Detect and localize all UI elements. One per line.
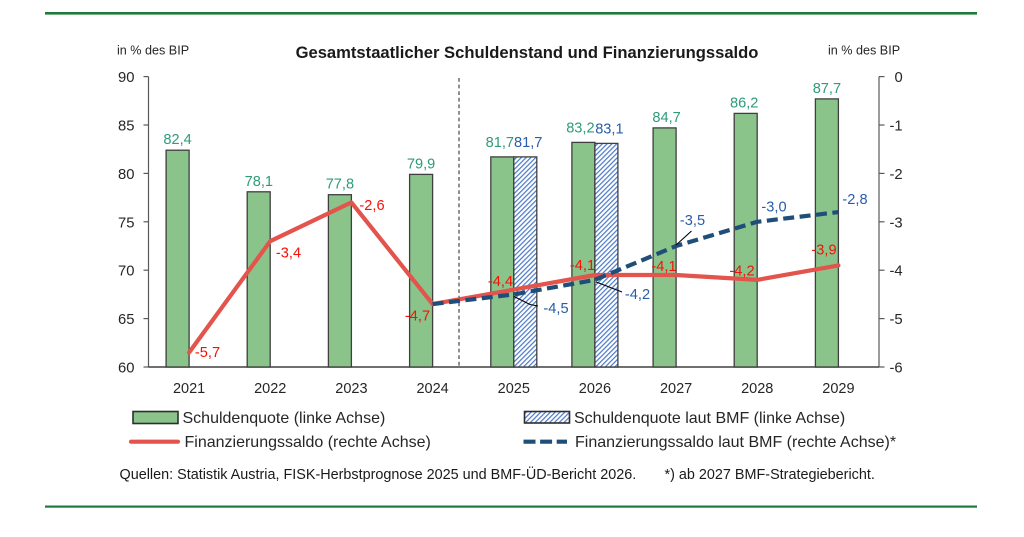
svg-text:-4,1: -4,1	[651, 259, 676, 275]
svg-text:Finanzierungssaldo laut BMF (r: Finanzierungssaldo laut BMF (rechte Achs…	[575, 434, 896, 451]
svg-text:82,4: 82,4	[163, 132, 191, 148]
svg-text:65: 65	[118, 312, 134, 328]
svg-text:2025: 2025	[498, 381, 530, 397]
svg-text:70: 70	[118, 264, 134, 280]
svg-text:-2,6: -2,6	[359, 198, 384, 214]
svg-text:60: 60	[118, 361, 134, 377]
svg-text:-4: -4	[890, 264, 903, 280]
svg-text:in % des BIP: in % des BIP	[117, 44, 189, 58]
svg-text:-6: -6	[890, 361, 903, 377]
svg-text:-3,9: -3,9	[811, 243, 836, 259]
svg-text:87,7: 87,7	[813, 81, 841, 97]
svg-text:-3: -3	[890, 215, 903, 231]
svg-text:-3,0: -3,0	[761, 200, 786, 216]
svg-text:-3,4: -3,4	[276, 246, 301, 262]
svg-text:81,7: 81,7	[486, 135, 514, 151]
svg-text:85: 85	[118, 119, 134, 135]
svg-text:-3,5: -3,5	[680, 213, 705, 229]
svg-text:78,1: 78,1	[245, 174, 273, 190]
svg-text:-4,7: -4,7	[405, 309, 430, 325]
svg-text:-5: -5	[890, 312, 903, 328]
svg-text:2028: 2028	[741, 381, 773, 397]
svg-text:83,2: 83,2	[566, 120, 594, 136]
svg-text:2021: 2021	[173, 381, 205, 397]
svg-text:Schuldenquote (linke Achse): Schuldenquote (linke Achse)	[183, 410, 386, 427]
svg-text:Schuldenquote laut BMF (linke: Schuldenquote laut BMF (linke Achse)	[574, 410, 845, 427]
svg-text:-2,8: -2,8	[842, 192, 867, 208]
svg-text:2029: 2029	[822, 381, 854, 397]
svg-text:2022: 2022	[254, 381, 286, 397]
svg-text:2026: 2026	[579, 381, 611, 397]
svg-text:in % des BIP: in % des BIP	[828, 44, 900, 58]
svg-text:-4,2: -4,2	[625, 287, 650, 303]
svg-text:-4,4: -4,4	[488, 274, 513, 290]
svg-text:-1: -1	[890, 119, 903, 135]
svg-text:2027: 2027	[660, 381, 692, 397]
svg-text:2023: 2023	[335, 381, 367, 397]
svg-text:90: 90	[118, 70, 134, 86]
svg-text:*) ab 2027 BMF-Strategieberich: *) ab 2027 BMF-Strategiebericht.	[665, 467, 875, 483]
svg-text:84,7: 84,7	[652, 110, 680, 126]
svg-text:79,9: 79,9	[407, 156, 435, 172]
svg-text:80: 80	[118, 167, 134, 183]
svg-text:-4,1: -4,1	[570, 258, 595, 274]
svg-text:2024: 2024	[416, 381, 448, 397]
svg-text:81,7: 81,7	[514, 135, 542, 151]
svg-text:77,8: 77,8	[326, 177, 354, 193]
svg-text:Finanzierungssaldo (rechte Ach: Finanzierungssaldo (rechte Achse)	[185, 434, 431, 451]
svg-text:-4,5: -4,5	[543, 301, 568, 317]
svg-text:-2: -2	[890, 167, 903, 183]
svg-text:-4,2: -4,2	[729, 264, 754, 280]
svg-text:86,2: 86,2	[730, 95, 758, 111]
svg-text:75: 75	[118, 215, 134, 231]
svg-text:Quellen: Statistik Austria, FI: Quellen: Statistik Austria, FISK-Herbstp…	[120, 465, 637, 483]
svg-text:-5,7: -5,7	[195, 345, 220, 361]
svg-text:Gesamtstaatlicher Schuldenstan: Gesamtstaatlicher Schuldenstand und Fina…	[296, 43, 759, 62]
svg-text:0: 0	[895, 70, 903, 86]
svg-text:83,1: 83,1	[595, 121, 623, 137]
